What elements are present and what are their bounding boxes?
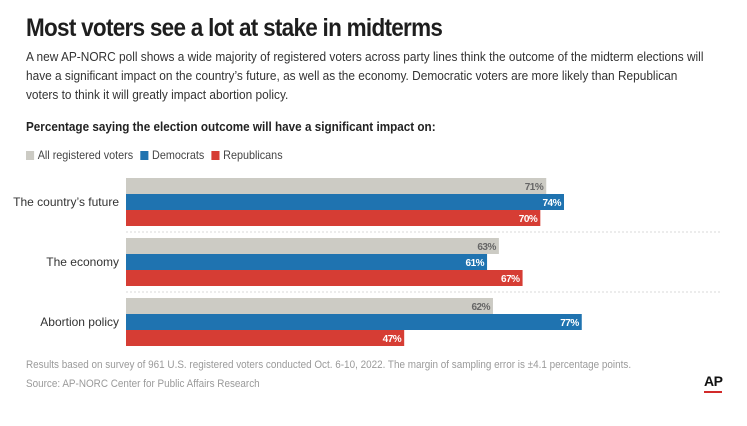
legend: All registered voters Democrats Republic…	[26, 148, 290, 162]
legend-item-republicans: Republicans	[211, 148, 283, 162]
source-note: Source: AP-NORC Center for Public Affair…	[26, 378, 260, 390]
ap-logo-text: AP	[704, 373, 723, 389]
legend-item-all: All registered voters	[26, 148, 133, 162]
legend-swatch-all	[26, 150, 35, 160]
bar-economy-democrats	[126, 254, 488, 270]
ap-logo: AP	[704, 374, 724, 393]
ap-logo-accent	[704, 391, 722, 393]
value-label-economy-democrats: 61%	[466, 258, 485, 269]
value-label-countrys-future-democrats: 74%	[542, 198, 561, 209]
bar-economy-all	[126, 238, 499, 254]
bar-countrys-future-all	[126, 178, 547, 194]
bar-abortion-policy-republicans	[126, 330, 405, 346]
legend-label-democrats: Democrats	[152, 148, 205, 162]
value-label-countrys-future-republicans: 70%	[519, 214, 538, 225]
methodology-note: Results based on survey of 961 U.S. regi…	[26, 359, 632, 371]
category-label-countrys-future: The country’s future	[13, 195, 119, 209]
legend-swatch-republicans	[211, 150, 220, 160]
value-label-economy-republicans: 67%	[501, 274, 520, 285]
category-label-abortion-policy: Abortion policy	[40, 315, 119, 329]
bar-chart: The country’s future 71% 74% 70% The economy…	[13, 178, 722, 346]
legend-swatch-democrats	[140, 150, 149, 160]
chart-subtitle: A new AP-NORC poll shows a wide majority…	[26, 49, 704, 102]
bar-countrys-future-republicans	[126, 210, 541, 226]
chart-heading: Percentage saying the election outcome w…	[26, 119, 436, 134]
value-label-abortion-policy-democrats: 77%	[560, 318, 579, 329]
category-label-economy: The economy	[46, 255, 119, 269]
bar-countrys-future-democrats	[126, 194, 564, 210]
value-label-economy-all: 63%	[477, 242, 496, 253]
value-label-abortion-policy-all: 62%	[471, 302, 490, 313]
bar-abortion-policy-democrats	[126, 314, 582, 330]
legend-label-all: All registered voters	[37, 148, 134, 162]
bar-abortion-policy-all	[126, 298, 493, 314]
legend-label-republicans: Republicans	[223, 148, 283, 162]
bar-economy-republicans	[126, 270, 523, 286]
value-label-countrys-future-all: 71%	[525, 182, 544, 193]
value-label-abortion-policy-republicans: 47%	[383, 334, 402, 345]
chart-title: Most voters see a lot at stake in midter…	[26, 14, 443, 42]
legend-item-democrats: Democrats	[140, 148, 204, 162]
